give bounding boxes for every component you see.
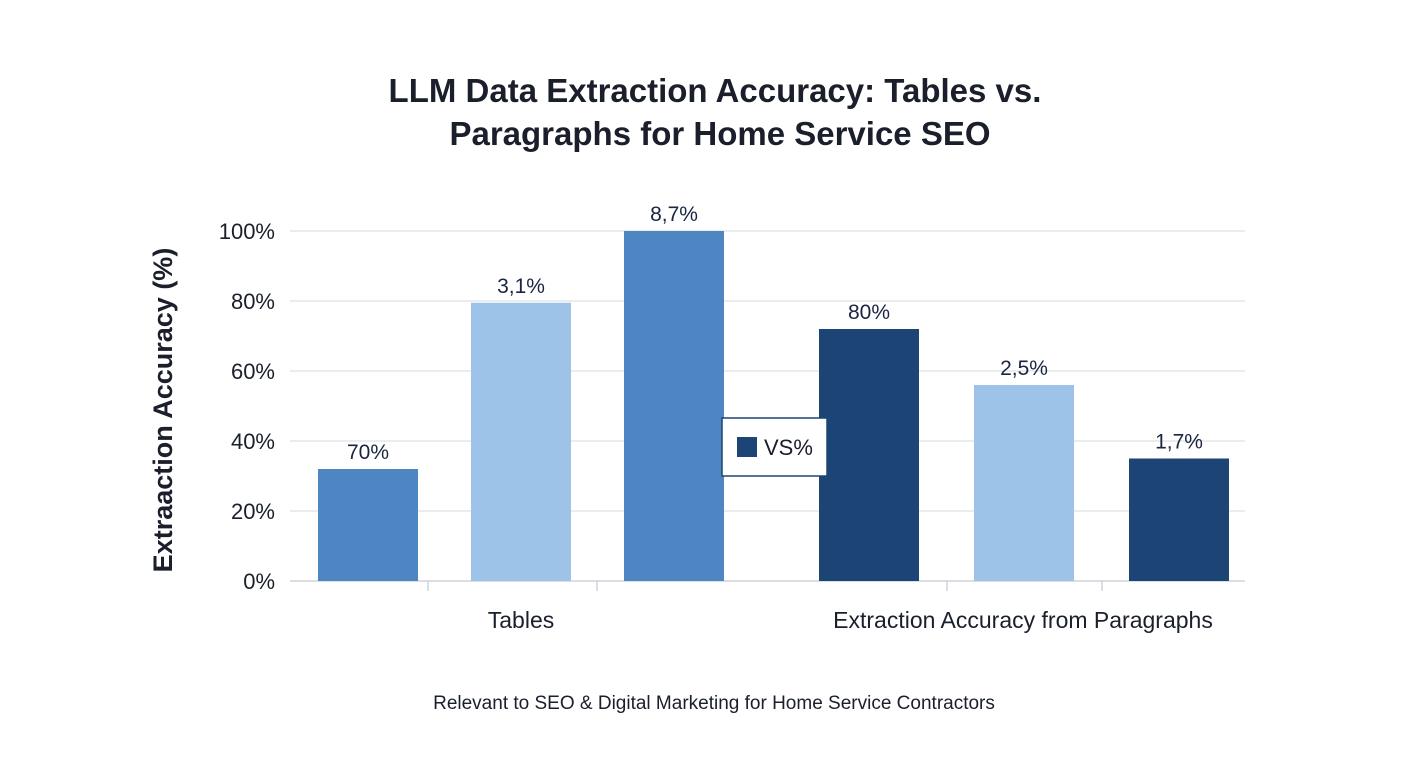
y-axis-ticks: 0% 20% 40% 60% 80% 100% (219, 219, 275, 594)
chart-title-line-2: Paragraphs for Home Service SEO (449, 115, 990, 152)
chart-title-line-1: LLM Data Extraction Accuracy: Tables vs. (389, 72, 1042, 109)
category-label-paragraphs: Extraction Accuracy from Paragraphs (833, 607, 1213, 633)
bars: 70% 3,1% 8,7% 80% 2,5% 1,7% (318, 203, 1229, 581)
footnote: Relevant to SEO & Digital Marketing for … (433, 693, 995, 714)
legend-label: VS% (764, 435, 813, 460)
bar (819, 329, 919, 581)
legend-swatch (737, 437, 757, 457)
bar (624, 231, 724, 581)
bar-data-label: 3,1% (497, 275, 545, 298)
y-tick-label: 0% (243, 569, 275, 594)
y-tick-label: 60% (231, 359, 275, 384)
bar (471, 302, 571, 581)
bar-data-label: 1,7% (1155, 431, 1203, 454)
y-tick-label: 40% (231, 429, 275, 454)
bar (974, 385, 1074, 581)
y-tick-label: 20% (231, 499, 275, 524)
bar-data-label: 8,7% (650, 203, 698, 226)
bar-data-label: 2,5% (1000, 357, 1048, 380)
y-tick-label: 100% (219, 219, 275, 244)
bar-data-label: 70% (347, 441, 389, 464)
legend-box (721, 417, 828, 477)
category-label-tables: Tables (488, 607, 554, 633)
y-tick-label: 80% (231, 289, 275, 314)
legend: VS% (721, 417, 828, 477)
gridlines (290, 230, 1245, 591)
bar-data-label: 80% (848, 301, 890, 324)
bar (318, 469, 418, 581)
bar (1129, 458, 1229, 581)
y-axis-label: Extraaction Accuracy (%) (148, 248, 178, 573)
